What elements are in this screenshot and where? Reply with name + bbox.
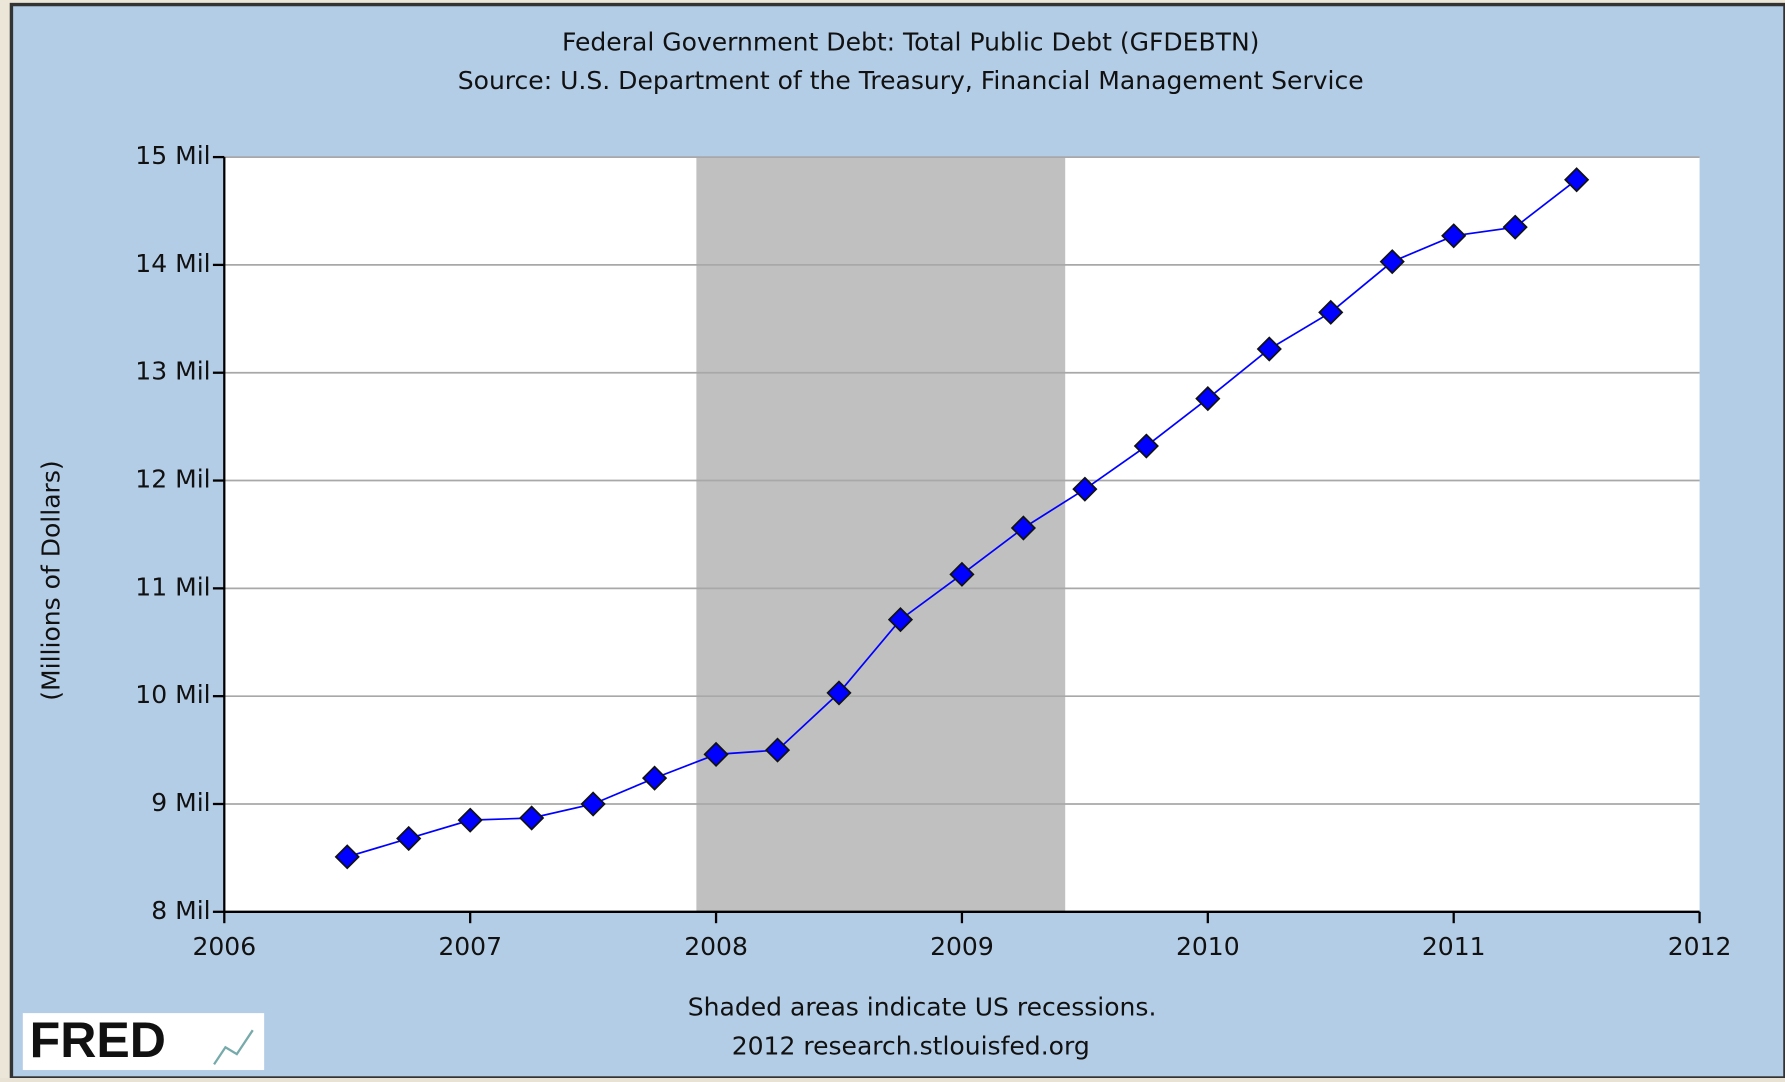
chart-subtitle: Source: U.S. Department of the Treasury,… <box>458 66 1364 95</box>
note: 2012 research.stlouisfed.org <box>732 1031 1090 1060</box>
y-tick-label: 13 Mil <box>135 357 210 386</box>
data-point <box>1318 299 1344 325</box>
data-point <box>1256 336 1282 362</box>
data-point <box>641 765 668 791</box>
data-point <box>826 680 852 706</box>
data-point <box>519 805 545 831</box>
y-axis-label: (Millions of Dollars) <box>36 460 65 700</box>
data-point <box>1379 249 1405 275</box>
data-point <box>334 844 360 870</box>
recession-band <box>696 157 1066 912</box>
y-tick-label: 11 Mil <box>135 572 210 601</box>
data-point <box>949 561 975 587</box>
x-tick-label: 2007 <box>438 932 502 961</box>
logo-box <box>22 1013 265 1071</box>
data-point <box>1502 214 1528 240</box>
logo: FRED <box>30 1012 166 1068</box>
y-tick-label: 8 Mil <box>151 896 210 925</box>
data-point <box>887 607 914 633</box>
data-point <box>1072 476 1098 502</box>
note: Shaded areas indicate US recessions. <box>688 993 1157 1022</box>
y-tick-label: 14 Mil <box>135 249 210 278</box>
data-point <box>703 741 729 767</box>
data-point <box>1133 433 1159 459</box>
data-point <box>764 737 791 763</box>
data-point <box>396 825 422 852</box>
y-tick-label: 9 Mil <box>151 788 210 817</box>
data-point <box>1441 223 1467 249</box>
x-tick-label: 2012 <box>1668 932 1732 961</box>
x-tick-label: 2009 <box>930 932 994 961</box>
data-point <box>1010 515 1036 541</box>
logo-icon <box>213 1029 254 1065</box>
data-point <box>457 807 483 833</box>
y-tick-label: 15 Mil <box>135 141 210 170</box>
x-tick-label: 2011 <box>1422 932 1486 961</box>
chart-title: Federal Government Debt: Total Public De… <box>562 27 1259 56</box>
data-point <box>1195 386 1221 412</box>
data-point <box>580 791 606 817</box>
y-tick-label: 12 Mil <box>135 465 210 494</box>
x-tick-label: 2008 <box>684 932 748 961</box>
y-tick-label: 10 Mil <box>135 680 210 709</box>
x-tick-label: 2006 <box>192 932 256 961</box>
x-tick-label: 2010 <box>1176 932 1240 961</box>
data-point <box>1564 167 1590 193</box>
